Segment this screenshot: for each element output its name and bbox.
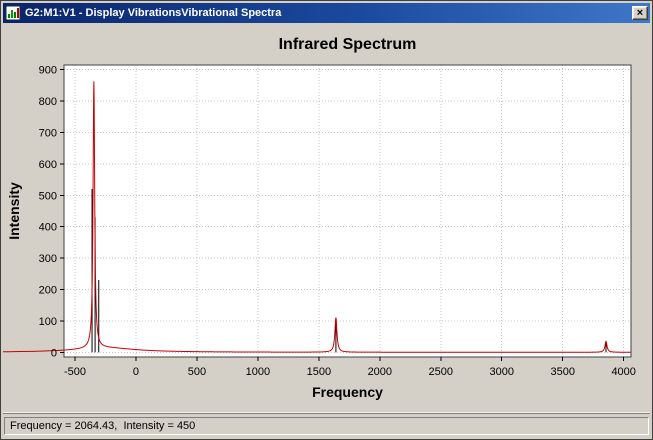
- close-button[interactable]: ×: [632, 6, 648, 20]
- app-icon-glyph: [6, 6, 20, 20]
- svg-text:400: 400: [39, 222, 57, 234]
- status-field: Frequency = 2064.43, Intensity = 450: [4, 416, 649, 435]
- svg-text:2000: 2000: [368, 366, 392, 378]
- chart-panel: -500 0 500 1000 1500 2000 2500 3000 3500 4000 0 100…: [3, 25, 650, 411]
- close-icon: ×: [636, 6, 644, 19]
- svg-text:4000: 4000: [611, 366, 635, 378]
- svg-text:500: 500: [39, 190, 57, 202]
- svg-text:1500: 1500: [307, 366, 331, 378]
- svg-text:800: 800: [39, 96, 57, 108]
- svg-text:-500: -500: [64, 366, 86, 378]
- svg-text:700: 700: [39, 128, 57, 140]
- window-title: G2:M1:V1 - Display VibrationsVibrational…: [25, 7, 282, 19]
- svg-text:600: 600: [39, 159, 57, 171]
- svg-text:3500: 3500: [550, 366, 574, 378]
- svg-text:200: 200: [39, 284, 57, 296]
- title-bar[interactable]: G2:M1:V1 - Display VibrationsVibrational…: [3, 3, 650, 23]
- svg-text:3000: 3000: [490, 366, 514, 378]
- status-text: Frequency = 2064.43, Intensity = 450: [10, 419, 196, 432]
- svg-text:Intensity: Intensity: [6, 182, 22, 240]
- svg-text:0: 0: [51, 347, 57, 359]
- svg-text:100: 100: [39, 316, 57, 328]
- svg-text:300: 300: [39, 253, 57, 265]
- svg-text:500: 500: [188, 366, 206, 378]
- svg-text:2500: 2500: [429, 366, 453, 378]
- svg-text:900: 900: [39, 65, 57, 77]
- svg-text:1000: 1000: [246, 366, 270, 378]
- svg-text:0: 0: [133, 366, 139, 378]
- status-bar: Frequency = 2064.43, Intensity = 450: [3, 413, 650, 437]
- spectrum-chart[interactable]: -500 0 500 1000 1500 2000 2500 3000 3500 4000 0 100…: [3, 25, 650, 411]
- svg-text:Frequency: Frequency: [312, 384, 383, 400]
- app-icon: [5, 5, 21, 21]
- svg-text:Infrared Spectrum: Infrared Spectrum: [279, 36, 417, 53]
